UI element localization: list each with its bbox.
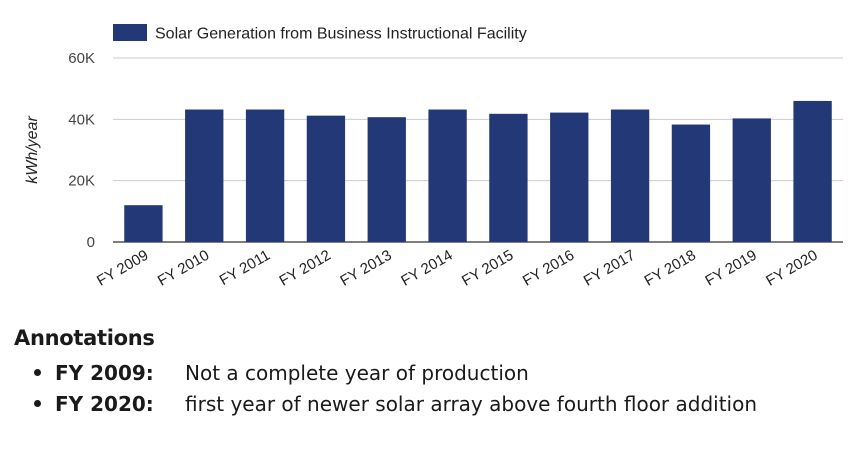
- bar-chart: Solar Generation from Business Instructi…: [24, 24, 843, 290]
- x-tick-label: FY 2016: [520, 247, 577, 290]
- gridlines: [113, 57, 843, 243]
- x-tick-label: FY 2020: [763, 247, 820, 290]
- x-tick-label: FY 2017: [581, 247, 638, 290]
- x-tick-label: FY 2009: [94, 247, 151, 290]
- legend-label: Solar Generation from Business Instructi…: [155, 26, 527, 43]
- annotation-term: FY 2009:: [55, 361, 154, 385]
- bar: [671, 124, 711, 242]
- bar: [306, 115, 346, 242]
- bar: [793, 100, 832, 242]
- bars: [124, 100, 832, 243]
- bar: [428, 109, 467, 243]
- x-tick-label: FY 2019: [702, 247, 759, 290]
- bar: [489, 113, 528, 243]
- bar: [610, 109, 650, 243]
- x-tick-label: FY 2013: [337, 247, 394, 290]
- bar: [367, 117, 406, 242]
- x-tick-label: FY 2011: [217, 247, 273, 289]
- annotations-list: FY 2009: Not a complete year of producti…: [14, 358, 854, 420]
- annotations-section: Annotations FY 2009: Not a complete year…: [14, 326, 854, 420]
- annotation-term: FY 2020:: [55, 392, 154, 416]
- y-axis-ticks: 0 20K 40K 60K: [68, 50, 95, 251]
- x-tick-label: FY 2014: [398, 247, 455, 290]
- bar: [185, 109, 224, 243]
- bar: [550, 112, 589, 242]
- y-tick-label: 20K: [68, 173, 95, 190]
- x-axis-ticks: FY 2009 FY 2010 FY 2011 FY 2012 FY 2013 FY 20…: [94, 247, 821, 290]
- x-tick-label: FY 2012: [277, 247, 334, 290]
- annotation-text: first year of newer solar array above fo…: [185, 392, 758, 416]
- bar: [124, 205, 163, 242]
- bar: [732, 118, 771, 242]
- bar: [245, 109, 285, 243]
- annotations-heading: Annotations: [14, 326, 155, 350]
- legend-swatch: [113, 24, 147, 41]
- bullet-icon: [34, 400, 41, 407]
- y-tick-label: 0: [87, 234, 95, 251]
- x-tick-label: FY 2018: [642, 247, 699, 290]
- y-axis-label: kWh/year: [24, 116, 41, 184]
- bullet-icon: [34, 369, 41, 376]
- y-tick-label: 40K: [68, 111, 95, 128]
- x-tick-label: FY 2010: [155, 247, 212, 290]
- x-tick-label: FY 2015: [459, 247, 516, 290]
- legend: Solar Generation from Business Instructi…: [113, 24, 527, 43]
- annotation-text: Not a complete year of production: [185, 361, 529, 385]
- annotation-item: FY 2009: Not a complete year of producti…: [34, 358, 854, 389]
- annotation-item: FY 2020: first year of newer solar array…: [34, 389, 854, 420]
- y-tick-label: 60K: [68, 50, 95, 67]
